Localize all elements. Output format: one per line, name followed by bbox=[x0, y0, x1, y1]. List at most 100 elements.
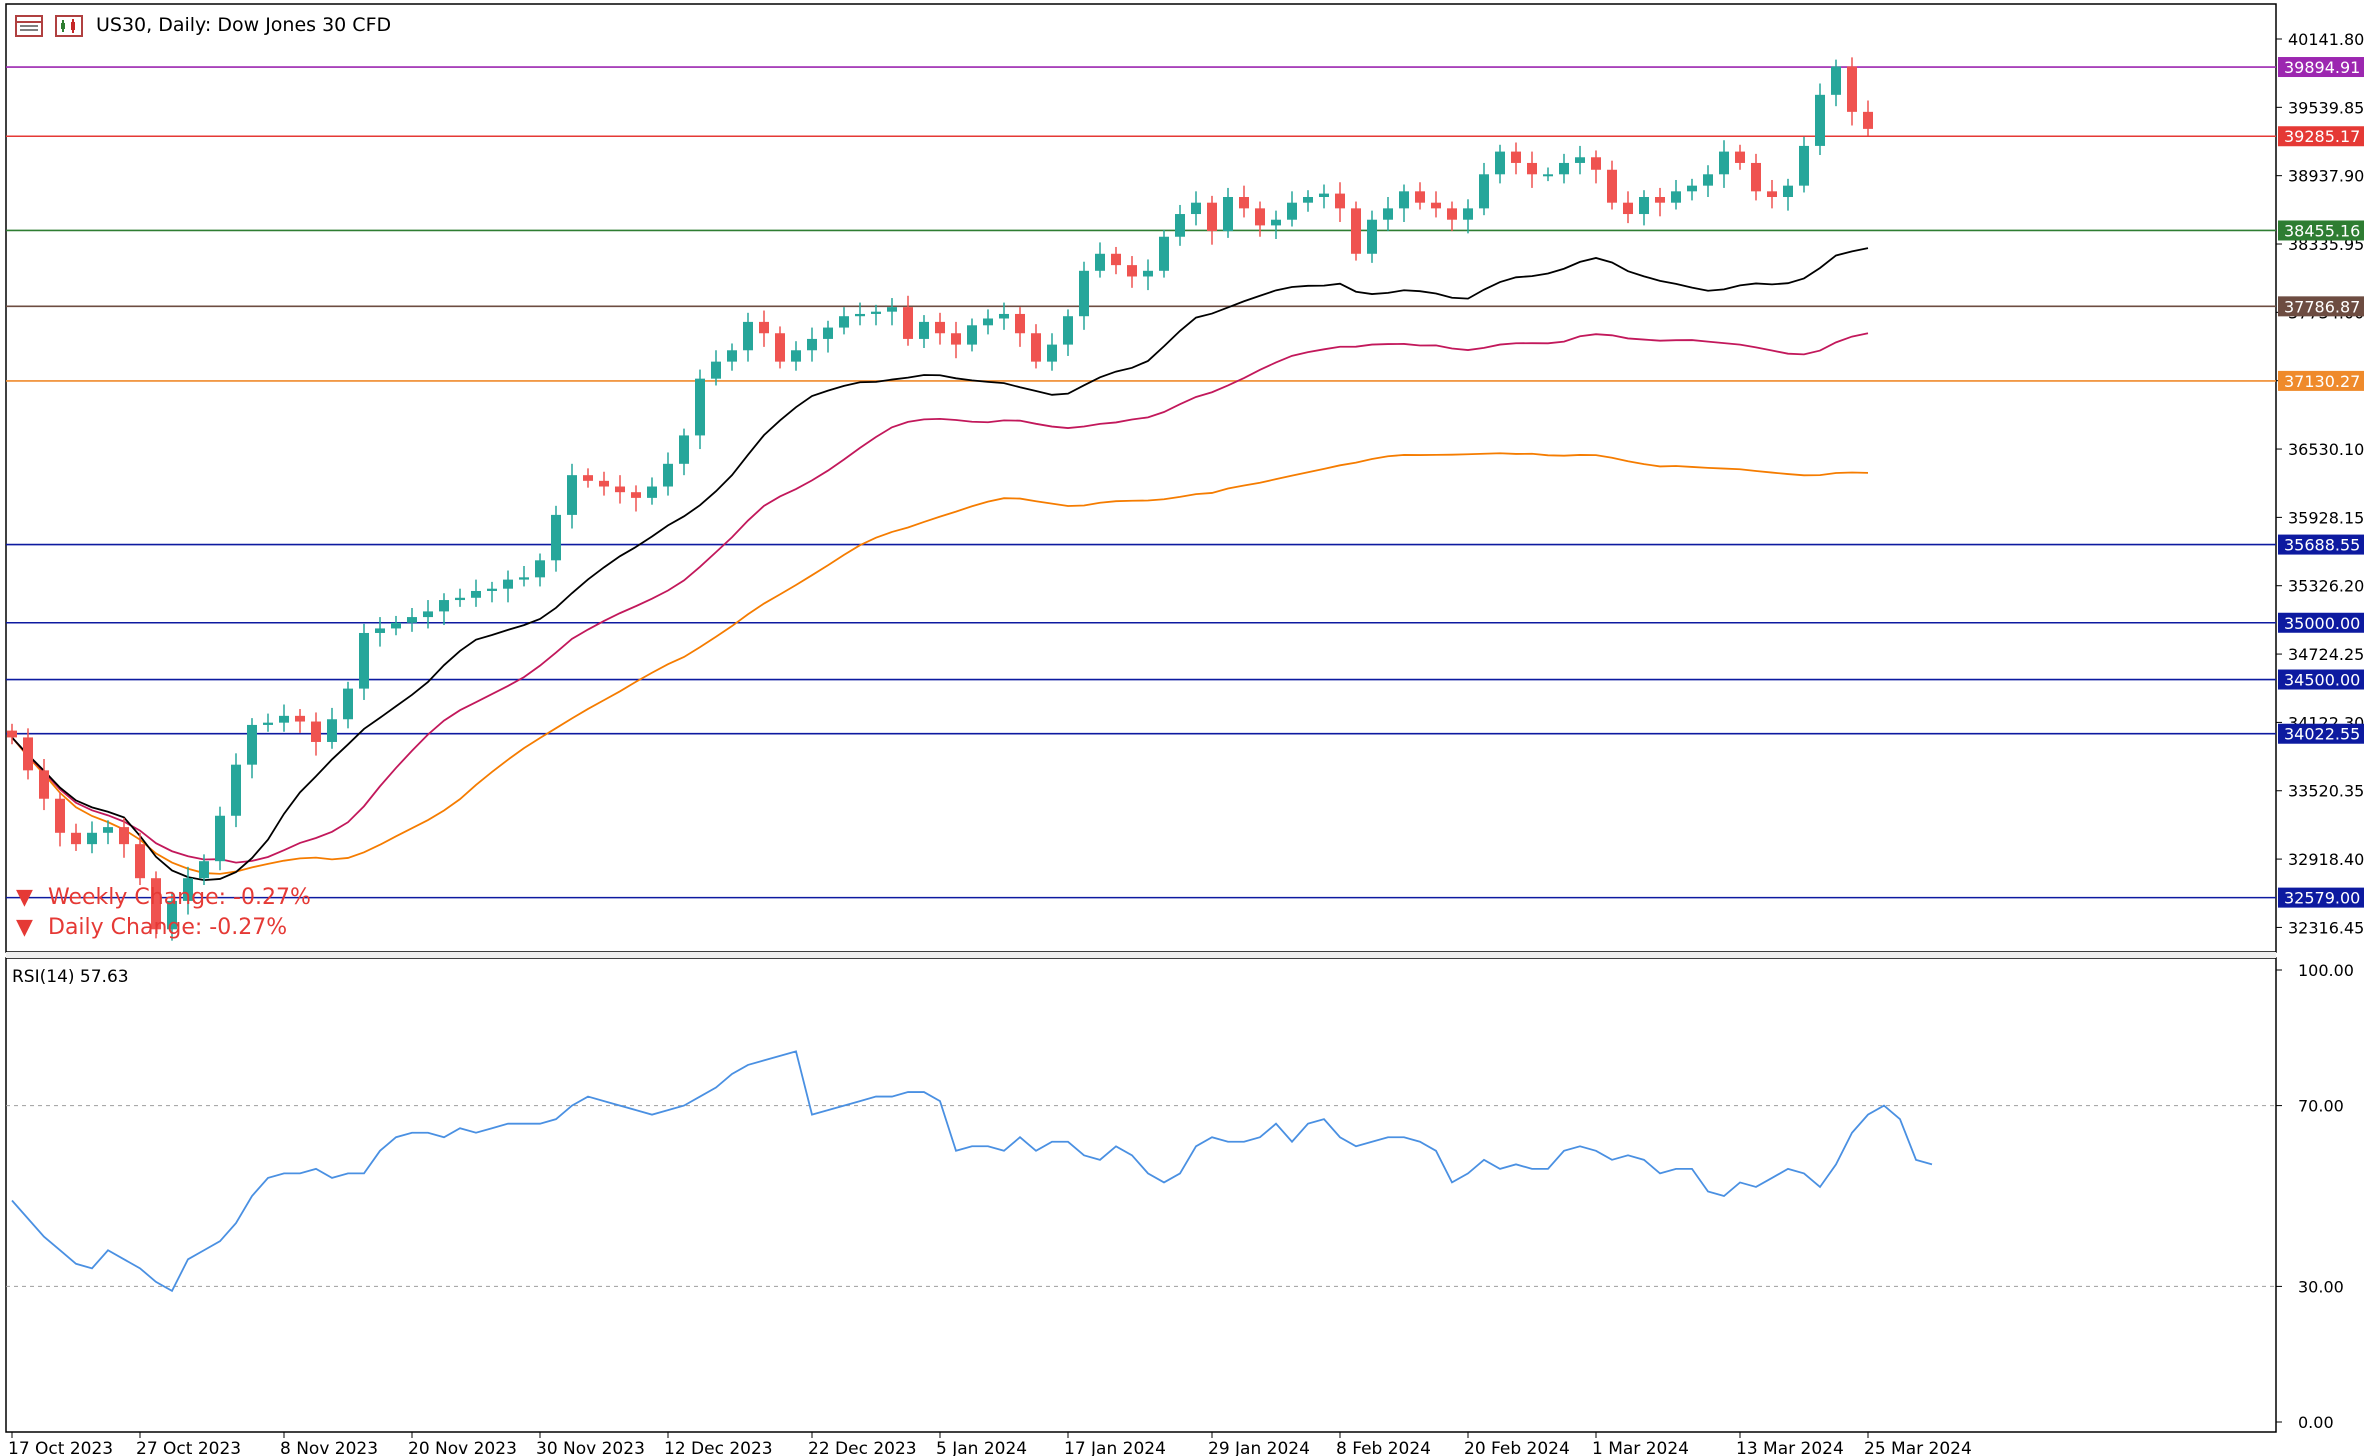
pane-separator[interactable] bbox=[6, 952, 2276, 958]
candle-body bbox=[1543, 174, 1553, 177]
candle-body bbox=[1447, 208, 1457, 220]
candle-body bbox=[1383, 208, 1393, 220]
candle-body bbox=[1607, 169, 1617, 203]
candle-body bbox=[1431, 202, 1441, 209]
level-price-tag bbox=[2278, 296, 2364, 317]
weekly-change-text: Weekly Change: -0.27% bbox=[48, 885, 311, 910]
candle-body bbox=[951, 333, 961, 345]
candle-body bbox=[663, 463, 673, 487]
candle-body bbox=[583, 475, 593, 481]
candle-body bbox=[1047, 344, 1057, 362]
rsi-y-tick-label: 0.00 bbox=[2298, 1413, 2334, 1432]
candle-body bbox=[791, 350, 801, 362]
y-tick-label: 40141.80 bbox=[2288, 30, 2364, 49]
candle-body bbox=[71, 832, 81, 845]
ma-line-red[interactable] bbox=[11, 332, 1869, 864]
candle-body bbox=[1095, 253, 1105, 271]
candle-body bbox=[7, 730, 17, 738]
candle-body bbox=[87, 832, 97, 845]
candle-body bbox=[455, 597, 465, 601]
table-icon[interactable] bbox=[14, 14, 44, 38]
candle-body bbox=[759, 321, 769, 334]
candle-body bbox=[775, 333, 785, 362]
candle-body bbox=[1399, 191, 1409, 209]
candle-body bbox=[55, 798, 65, 833]
rsi-y-tick-label: 100.00 bbox=[2298, 961, 2354, 980]
candle-body bbox=[375, 628, 385, 633]
candle-body bbox=[1863, 111, 1873, 129]
level-price-label: 37130.27 bbox=[2284, 372, 2360, 391]
x-tick-label: 20 Nov 2023 bbox=[408, 1439, 517, 1456]
y-tick-label: 32316.45 bbox=[2288, 918, 2364, 937]
candle-body bbox=[1735, 151, 1745, 163]
candle-body bbox=[1191, 202, 1201, 215]
candle-body bbox=[551, 514, 561, 561]
candle-body bbox=[1207, 202, 1217, 232]
candle-body bbox=[1239, 197, 1249, 209]
rsi-title: RSI(14) 57.63 bbox=[12, 967, 129, 987]
candle-body bbox=[999, 313, 1009, 319]
candle-body bbox=[1063, 316, 1073, 345]
candle-body bbox=[743, 321, 753, 351]
level-price-label: 32579.00 bbox=[2284, 889, 2360, 908]
weekly-change-arrow: ▼ bbox=[16, 885, 33, 910]
candle-body bbox=[887, 307, 897, 312]
candle-body bbox=[1527, 162, 1537, 175]
candle-body bbox=[1335, 193, 1345, 209]
x-tick-label: 1 Mar 2024 bbox=[1592, 1439, 1689, 1456]
candle-body bbox=[599, 480, 609, 487]
main-pane-frame bbox=[5, 3, 2277, 953]
level-price-tag bbox=[2278, 220, 2364, 241]
candle-body bbox=[695, 378, 705, 436]
rsi-line[interactable] bbox=[11, 1050, 1933, 1293]
level-price-label: 34022.55 bbox=[2284, 725, 2360, 744]
candle-body bbox=[615, 486, 625, 493]
candle-body bbox=[135, 844, 145, 879]
level-price-tag bbox=[2278, 534, 2364, 555]
candle-body bbox=[807, 338, 817, 351]
candle-body bbox=[1559, 162, 1569, 175]
level-price-tag bbox=[2278, 887, 2364, 908]
candle-body bbox=[1159, 236, 1169, 271]
candle-body bbox=[1847, 66, 1857, 112]
level-price-label: 39285.17 bbox=[2284, 127, 2360, 146]
ma-line-orange[interactable] bbox=[11, 452, 1869, 875]
level-price-label: 35000.00 bbox=[2284, 614, 2360, 633]
candle-body bbox=[983, 318, 993, 326]
candle-body bbox=[1639, 197, 1649, 215]
candle-body bbox=[1623, 202, 1633, 215]
candle-body bbox=[1415, 191, 1425, 203]
ma-line-black[interactable] bbox=[11, 247, 1869, 882]
candle-body bbox=[311, 721, 321, 742]
y-tick-label: 33520.35 bbox=[2288, 782, 2364, 801]
candle-body bbox=[1703, 174, 1713, 186]
candle-body bbox=[823, 327, 833, 339]
candle-body bbox=[1127, 265, 1137, 277]
candle-body bbox=[1319, 193, 1329, 198]
candle-body bbox=[1175, 214, 1185, 237]
candle-body bbox=[1751, 162, 1761, 192]
candle-body bbox=[1687, 185, 1697, 192]
candle-body bbox=[1031, 333, 1041, 362]
candle-body bbox=[167, 900, 177, 930]
candle-body bbox=[279, 715, 289, 723]
candle-body bbox=[183, 878, 193, 901]
candle-body bbox=[39, 770, 49, 799]
candle-body bbox=[1351, 208, 1361, 254]
candle-body bbox=[1767, 191, 1777, 198]
candle-body bbox=[935, 321, 945, 334]
candle-body bbox=[487, 588, 497, 591]
candle-body bbox=[1303, 197, 1313, 203]
candle-body bbox=[855, 313, 865, 317]
candle-body bbox=[1815, 94, 1825, 146]
candle-body bbox=[263, 722, 273, 725]
candle-body bbox=[1671, 191, 1681, 203]
candle-body bbox=[1015, 313, 1025, 334]
candle-body bbox=[327, 719, 337, 742]
chart-icon[interactable] bbox=[54, 14, 84, 38]
candle-body bbox=[1783, 185, 1793, 198]
x-tick-label: 27 Oct 2023 bbox=[136, 1439, 241, 1456]
candle-body bbox=[407, 617, 417, 623]
y-tick-label: 32918.40 bbox=[2288, 850, 2364, 869]
